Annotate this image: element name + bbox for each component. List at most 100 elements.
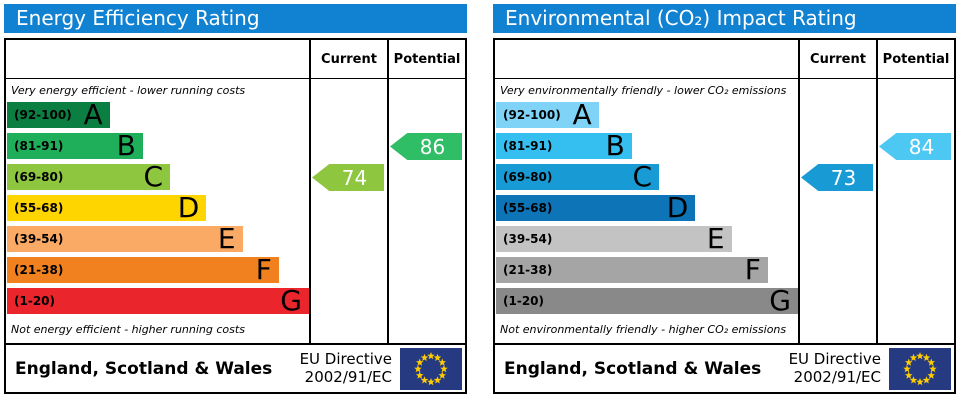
footer: England, Scotland & Wales EU Directive 2… [4,343,467,394]
band-row: (69-80) C [7,160,309,193]
potential-rating-value: 86 [419,134,446,159]
band-range-label: (92-100) [503,108,561,122]
band-range-label: (55-68) [503,201,553,215]
eu-flag-icon [400,347,462,390]
band-bar-d: (55-68) D [496,191,696,224]
band-row: (21-38) F [496,253,798,286]
band-range-label: (21-38) [14,263,64,277]
band-row: (1-20) G [496,284,798,317]
panel-title: Energy Efficiency Rating [4,4,467,33]
header-spacer [495,40,798,78]
region-label: England, Scotland & Wales [15,358,273,379]
band-row: (55-68) D [496,191,798,224]
rating-table: Current Potential Very energy efficient … [4,38,467,345]
band-row: (92-100) A [7,98,309,131]
potential-rating-arrow: 84 [879,133,951,160]
environmental-impact-panel: Environmental (CO₂) Impact Rating Curren… [493,4,956,394]
band-range-label: (81-91) [503,139,553,153]
band-letter: E [706,222,725,255]
band-range-label: (55-68) [14,201,64,215]
band-row: (69-80) C [496,160,798,193]
current-rating-value: 73 [830,165,857,190]
column-header-current: Current [309,40,387,78]
eu-directive-label: EU Directive 2002/91/EC [299,349,392,386]
band-range-label: (69-80) [503,170,553,184]
table-body: Very energy efficient - lower running co… [6,79,465,343]
band-bar-a: (92-100) A [7,98,110,131]
band-range-label: (21-38) [503,263,553,277]
band-letter: C [632,160,653,193]
band-letter: C [143,160,164,193]
current-column: 73 [798,79,876,343]
band-letter: E [217,222,236,255]
band-letter: G [280,284,302,317]
band-row: (21-38) F [7,253,309,286]
band-letter: A [83,98,103,131]
band-bar-g: (1-20) G [7,284,309,317]
band-range-label: (1-20) [14,294,55,308]
bands-column: Very energy efficient - lower running co… [6,79,309,343]
header-spacer [6,40,309,78]
band-bar-f: (21-38) F [7,253,279,286]
band-row: (39-54) E [7,222,309,255]
band-range-label: (92-100) [14,108,72,122]
band-row: (92-100) A [496,98,798,131]
energy-efficiency-panel: Energy Efficiency Rating Current Potenti… [4,4,467,394]
band-range-label: (39-54) [503,232,553,246]
potential-column: 86 [387,79,465,343]
band-letter: F [255,253,272,286]
band-letter: G [769,284,791,317]
band-range-label: (81-91) [14,139,64,153]
current-rating-arrow: 73 [801,164,873,191]
rating-table: Current Potential Very environmentally f… [493,38,956,345]
band-letter: D [177,191,200,224]
band-bar-f: (21-38) F [496,253,768,286]
band-range-label: (39-54) [14,232,64,246]
band-bar-c: (69-80) C [7,160,171,193]
band-range-label: (1-20) [503,294,544,308]
band-bar-c: (69-80) C [496,160,660,193]
bands-column: Very environmentally friendly - lower CO… [495,79,798,343]
eu-directive-line1: EU Directive [788,349,881,368]
current-column: 74 [309,79,387,343]
potential-rating-arrow: 86 [390,133,462,160]
eu-directive-label: EU Directive 2002/91/EC [788,349,881,386]
top-note: Very energy efficient - lower running co… [11,84,246,97]
band-letter: F [744,253,761,286]
panel-title: Environmental (CO₂) Impact Rating [493,4,956,33]
band-row: (1-20) G [7,284,309,317]
band-row: (39-54) E [496,222,798,255]
band-row: (81-91) B [7,129,309,162]
band-row: (55-68) D [7,191,309,224]
band-bar-b: (81-91) B [496,129,632,162]
table-header-row: Current Potential [495,40,954,79]
band-bar-a: (92-100) A [496,98,599,131]
footer: England, Scotland & Wales EU Directive 2… [493,343,956,394]
current-rating-arrow: 74 [312,164,384,191]
column-header-current: Current [798,40,876,78]
column-header-potential: Potential [387,40,465,78]
band-range-label: (69-80) [14,170,64,184]
band-row: (81-91) B [496,129,798,162]
eu-directive-line1: EU Directive [299,349,392,368]
table-header-row: Current Potential [6,40,465,79]
epc-rating-charts: Energy Efficiency Rating Current Potenti… [4,4,956,394]
potential-column: 84 [876,79,954,343]
band-bar-b: (81-91) B [7,129,143,162]
eu-flag-icon [889,347,951,390]
band-bar-e: (39-54) E [7,222,243,255]
bottom-note: Not energy efficient - higher running co… [11,323,245,336]
band-letter: B [605,129,625,162]
current-rating-value: 74 [341,165,368,190]
bottom-note: Not environmentally friendly - higher CO… [500,323,787,336]
band-bar-d: (55-68) D [7,191,207,224]
band-letter: D [666,191,689,224]
region-label: England, Scotland & Wales [504,358,762,379]
eu-directive-line2: 2002/91/EC [793,367,881,386]
eu-directive-line2: 2002/91/EC [304,367,392,386]
band-letter: B [116,129,136,162]
band-letter: A [572,98,592,131]
potential-rating-value: 84 [908,134,935,159]
table-body: Very environmentally friendly - lower CO… [495,79,954,343]
band-bar-g: (1-20) G [496,284,798,317]
